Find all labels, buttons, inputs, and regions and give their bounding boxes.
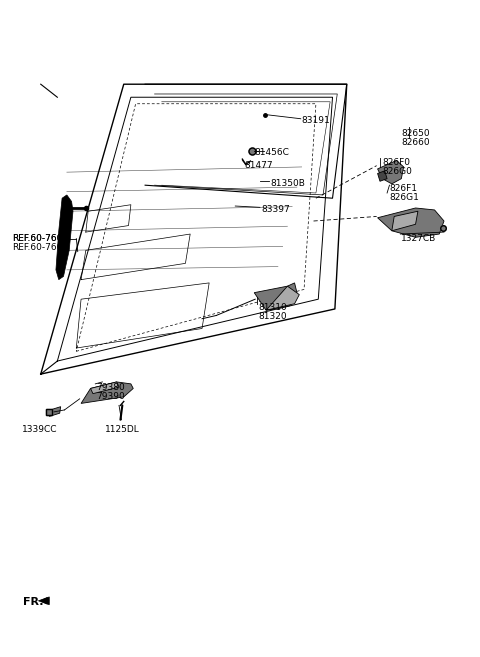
Polygon shape [254, 283, 297, 310]
Polygon shape [38, 597, 49, 604]
Polygon shape [266, 286, 300, 310]
Text: 81477: 81477 [245, 161, 274, 170]
Text: 81350B: 81350B [271, 179, 306, 189]
Text: 826G1: 826G1 [389, 193, 420, 202]
Polygon shape [81, 382, 133, 403]
Polygon shape [49, 407, 60, 417]
Polygon shape [91, 382, 119, 394]
Text: 1339CC: 1339CC [22, 425, 57, 434]
Text: 81456C: 81456C [254, 148, 289, 157]
Text: 79390: 79390 [96, 392, 125, 401]
Text: 81320: 81320 [258, 312, 287, 321]
Polygon shape [56, 195, 73, 280]
Polygon shape [378, 171, 387, 181]
Polygon shape [378, 160, 404, 184]
Text: 826F0: 826F0 [383, 158, 410, 167]
Text: 83397: 83397 [261, 206, 290, 214]
Text: REF.60-760: REF.60-760 [12, 242, 63, 252]
Text: 826G0: 826G0 [383, 167, 412, 176]
Text: 1125DL: 1125DL [105, 425, 140, 434]
Text: 83191: 83191 [301, 116, 330, 125]
Text: REF.60-760: REF.60-760 [12, 234, 63, 243]
Text: FR.: FR. [23, 597, 43, 607]
Polygon shape [392, 212, 418, 231]
Text: 81310: 81310 [258, 303, 287, 312]
Text: 82650: 82650 [401, 129, 430, 137]
Text: 79380: 79380 [96, 382, 125, 392]
Text: 1327CB: 1327CB [401, 234, 437, 243]
Polygon shape [378, 208, 444, 237]
Text: REF.60-760: REF.60-760 [12, 234, 63, 243]
Text: 82660: 82660 [401, 138, 430, 147]
Text: 826F1: 826F1 [389, 184, 418, 193]
